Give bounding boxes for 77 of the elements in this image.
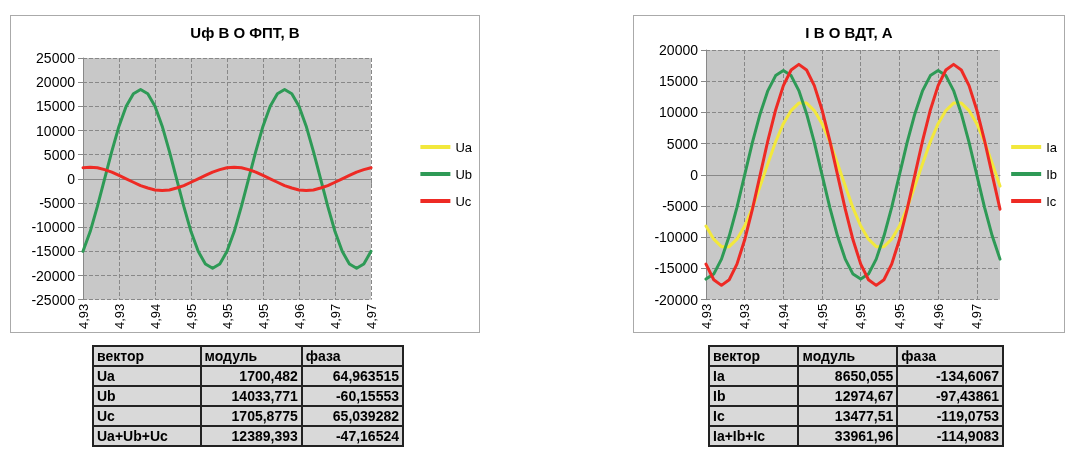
y-tick-label: 10000 — [659, 104, 699, 121]
category-label: Ub — [97, 388, 116, 404]
category-label: фаза — [897, 346, 1003, 366]
category-label: Ua — [97, 368, 115, 384]
y-tick-label: 15000 — [36, 98, 76, 115]
text: -97,43861 — [935, 388, 999, 404]
x-tick-label: 4,97 — [363, 303, 379, 330]
y-tick-label: 25000 — [36, 50, 76, 66]
y-tick-label: -10000 — [654, 229, 699, 246]
chart-title: I В О ВДТ, А — [805, 24, 893, 41]
y-tick-label: -15000 — [654, 260, 699, 277]
category-label: вектор — [93, 346, 201, 366]
text: 12389,393 — [231, 428, 298, 444]
x-tick-label: 4,97 — [969, 303, 985, 330]
text: -134,6067 — [935, 368, 999, 384]
y-tick-label: -25000 — [31, 291, 76, 308]
x-tick-label: 4,96 — [291, 303, 307, 330]
text: -60,15553 — [335, 388, 399, 404]
legend-label: Ia — [1046, 139, 1058, 155]
y-tick-label: 15000 — [659, 73, 699, 90]
text: 1700,482 — [239, 368, 298, 384]
line-series — [81, 87, 373, 270]
x-tick-label: 4,96 — [930, 303, 946, 330]
y-tick-label: 0 — [67, 170, 76, 187]
legend-label: Ua — [455, 139, 473, 155]
legend-label: Ub — [455, 166, 473, 182]
y-tick-label: 20000 — [36, 74, 76, 91]
text: -114,9083 — [936, 428, 999, 444]
text: 65,039282 — [332, 408, 399, 424]
y-tick-label: -20000 — [31, 267, 76, 284]
x-tick-label: 4,95 — [255, 303, 271, 330]
text: -119,0753 — [936, 408, 999, 424]
y-tick-label: 5000 — [666, 135, 699, 152]
category-label: Ia+Ib+Ic — [713, 428, 766, 444]
text: -47,16524 — [335, 428, 399, 444]
y-tick-label: -5000 — [662, 198, 699, 215]
x-tick-label: 4,97 — [327, 303, 343, 330]
x-tick-label: 4,94 — [775, 303, 791, 330]
text: 8650,055 — [834, 368, 894, 384]
category-label: модуль — [200, 346, 302, 366]
x-tick-label: 4,93 — [111, 303, 127, 330]
legend-label: Uc — [455, 193, 472, 209]
text: 64,963515 — [332, 368, 399, 384]
chart-title: Uф В О ФПТ, В — [190, 24, 300, 41]
y-tick-label: -20000 — [654, 291, 699, 308]
category-label: Ia — [713, 368, 725, 384]
category-label: фаза — [301, 346, 403, 366]
text: 14033,771 — [231, 388, 298, 404]
category-label: Ib — [713, 388, 726, 404]
y-tick-label: -15000 — [31, 243, 76, 260]
x-tick-label: 4,95 — [853, 303, 869, 330]
text: 1705,8775 — [231, 408, 298, 424]
y-tick-label: -10000 — [31, 219, 76, 236]
x-tick-label: 4,95 — [891, 303, 907, 330]
category-label: вектор — [709, 346, 799, 366]
category-label: Ic — [713, 408, 725, 424]
x-tick-label: 4,93 — [737, 303, 753, 330]
category-label: Uc — [97, 408, 115, 424]
text: 13477,51 — [834, 408, 894, 424]
category-label: Ua+Ub+Uc — [97, 428, 168, 444]
x-tick-label: 4,95 — [183, 303, 199, 330]
x-tick-label: 4,93 — [75, 303, 91, 330]
y-tick-label: 5000 — [43, 146, 76, 163]
legend-label: Ic — [1046, 193, 1057, 209]
x-tick-label: 4,95 — [219, 303, 235, 330]
y-tick-label: 10000 — [36, 122, 76, 139]
x-tick-label: 4,94 — [147, 303, 163, 330]
line-series — [81, 165, 373, 192]
legend-label: Ib — [1046, 166, 1057, 182]
x-tick-label: 4,95 — [814, 303, 830, 330]
y-tick-label: -5000 — [39, 195, 76, 212]
y-tick-label: 20000 — [659, 42, 699, 58]
text: 33961,96 — [834, 428, 894, 444]
text: 12974,67 — [834, 388, 894, 404]
x-tick-label: 4,93 — [698, 303, 714, 330]
category-label: модуль — [798, 346, 898, 366]
y-tick-label: 0 — [690, 166, 699, 183]
